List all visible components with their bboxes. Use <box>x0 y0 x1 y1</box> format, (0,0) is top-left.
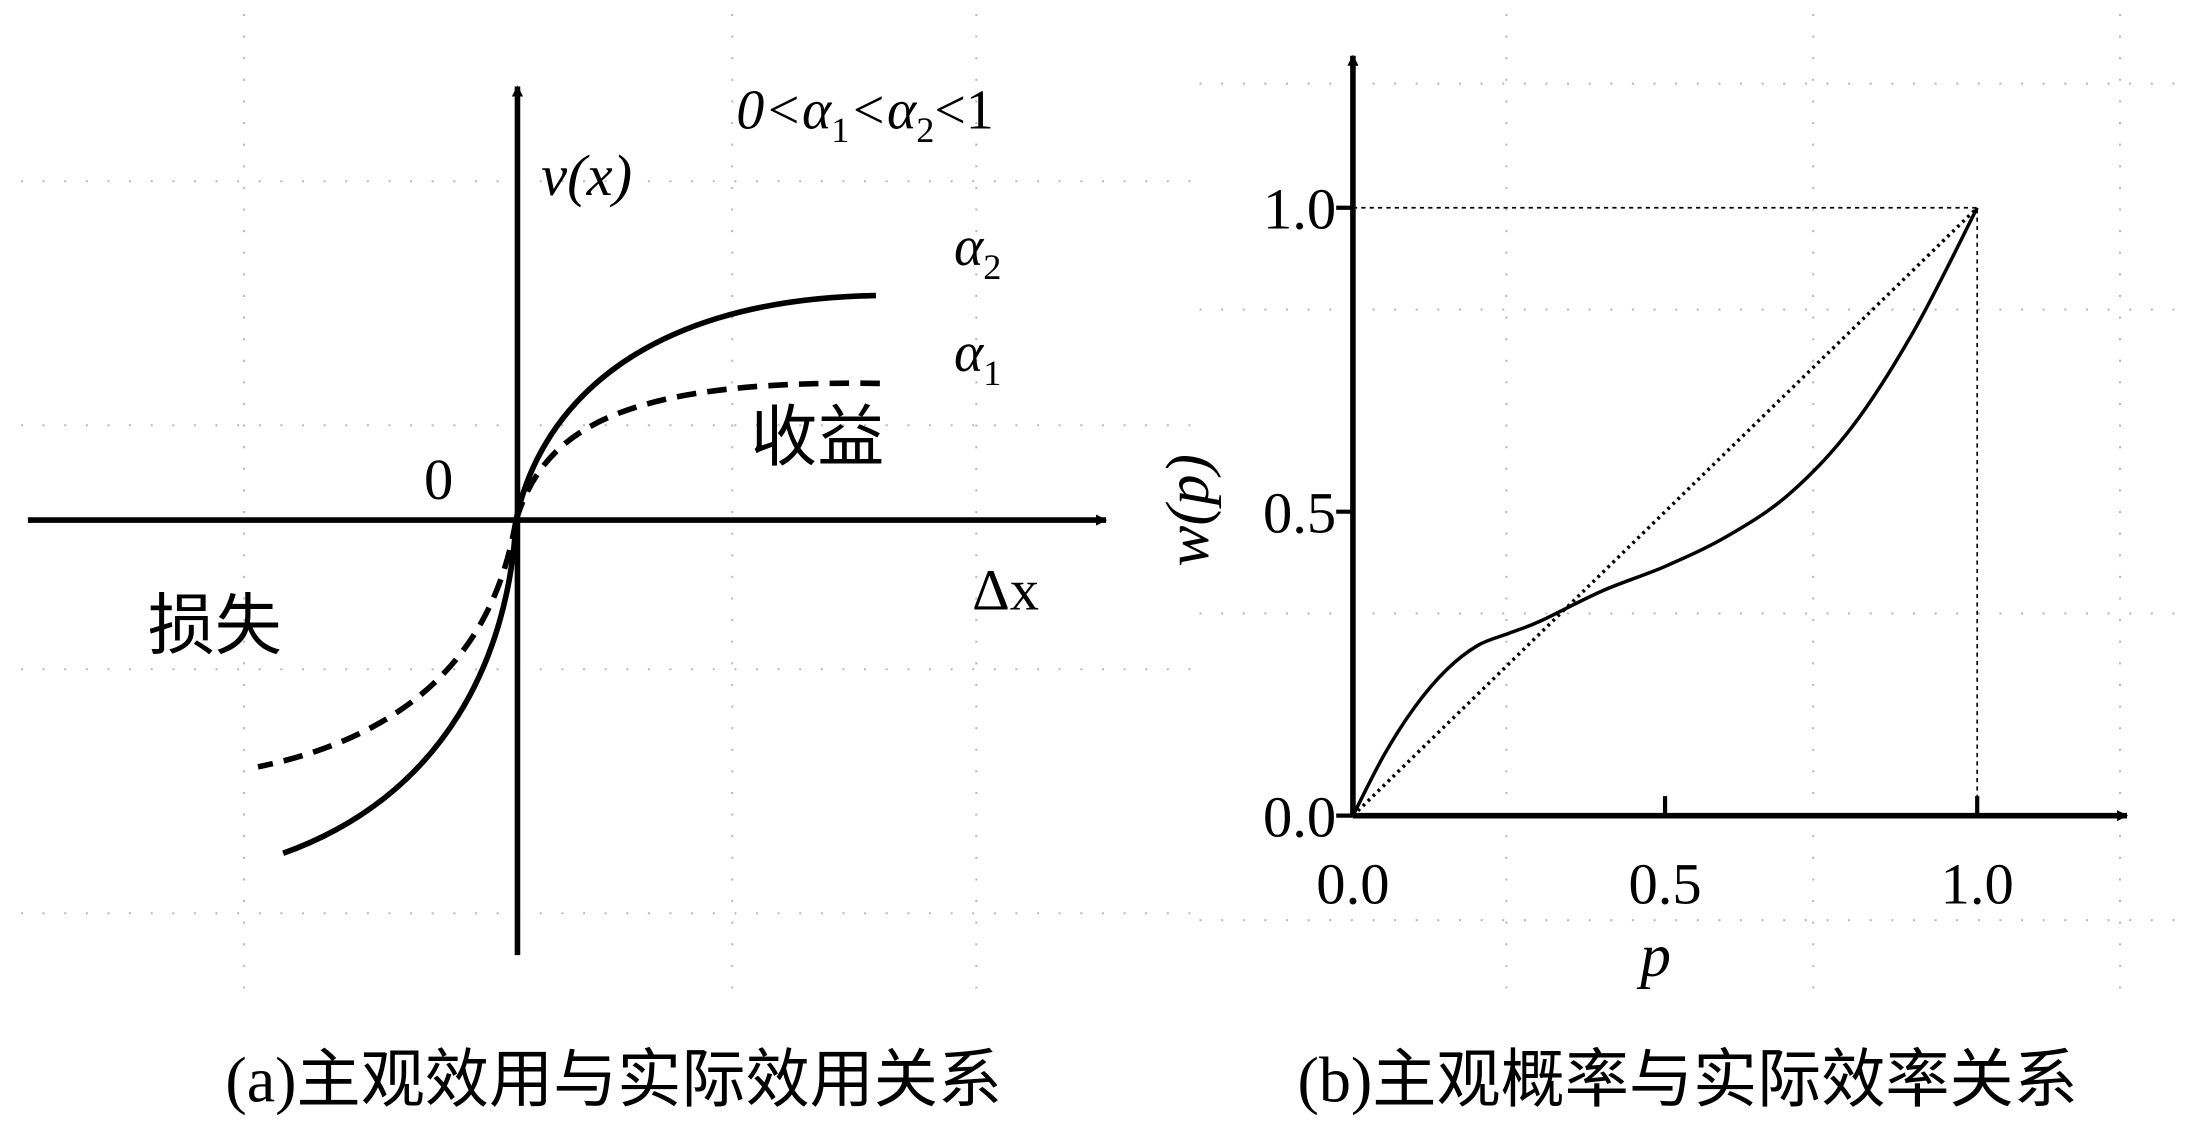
curve-label: α1 <box>954 322 1001 393</box>
y-axis-label: v(x) <box>541 143 632 208</box>
x-tick-label: 0.5 <box>1628 852 1701 917</box>
y-axis-label: w(p) <box>1154 454 1222 566</box>
condition-part: <1 <box>934 79 993 141</box>
condition-sub: 1 <box>831 110 849 150</box>
series-line <box>1351 206 1979 817</box>
caption: (b)主观概率与实际效率关系 <box>1298 1044 2078 1115</box>
curve-alpha1-loss <box>257 519 519 770</box>
loss-label: 损失 <box>148 586 282 664</box>
y-tick-label: 1.0 <box>1263 177 1336 242</box>
curve-label-base: α <box>954 322 985 384</box>
condition: 0<α1<α2<1 <box>736 79 993 150</box>
gain-label: 收益 <box>750 398 884 476</box>
condition-part: 0<α <box>736 79 833 141</box>
x-tick-label: 0.0 <box>1316 852 1389 917</box>
curve-label: α2 <box>954 216 1001 287</box>
caption: (a)主观效用与实际效用关系 <box>225 1044 1002 1115</box>
panel-b: (b)主观概率与实际效率关系 p w(p) 0.0 0.5 1.0 0.0 0.5 1.0 <box>1154 54 2129 1115</box>
condition-sub: 2 <box>916 110 934 150</box>
y-tick-label: 0.0 <box>1263 785 1336 850</box>
y-tick-label: 0.5 <box>1263 481 1336 546</box>
condition-part: <α <box>849 79 918 141</box>
x-tick-label: 1.0 <box>1941 852 2014 917</box>
curve-alpha1-gain <box>513 380 882 521</box>
x-axis-label: Δx <box>972 557 1039 622</box>
curve-label-base: α <box>954 216 985 278</box>
curve-label-sub: 1 <box>983 353 1001 393</box>
curve-alpha2-loss <box>282 519 519 856</box>
x-axis-label: p <box>1636 922 1671 990</box>
background-grid <box>20 13 2176 1004</box>
curve-label-sub: 2 <box>983 247 1001 287</box>
panel-a: 0<α1<α2<1 v(x) α2 α1 收益 0 Δx 损失 (a)主观效用与… <box>27 79 1108 1115</box>
series-line <box>1351 206 1979 817</box>
origin-label: 0 <box>424 447 453 512</box>
curve-alpha2-gain <box>513 292 876 521</box>
